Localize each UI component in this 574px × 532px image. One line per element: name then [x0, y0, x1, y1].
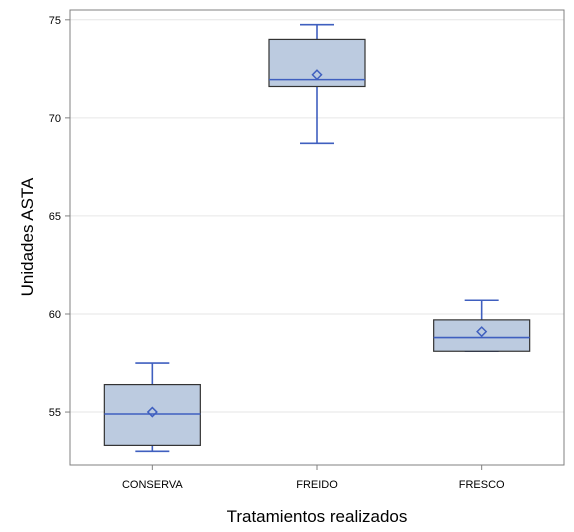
y-tick-label-70: 70 — [49, 113, 61, 125]
mean-marker-freido — [311, 69, 323, 81]
x-tick-label-freido: FREIDO — [296, 479, 338, 491]
y-tick-label-60: 60 — [49, 309, 61, 321]
x-tick-label-conserva: CONSERVA — [122, 479, 183, 491]
box-conserva — [103, 362, 201, 453]
boxes — [103, 23, 531, 453]
y-axis-title: Unidades ASTA — [18, 177, 37, 296]
y-tick-label-75: 75 — [49, 15, 61, 27]
y-tick-label-55: 55 — [49, 407, 61, 419]
mean-marker-conserva — [146, 406, 158, 418]
box-freido — [268, 23, 366, 145]
y-axis-ticks: 55 60 65 70 75 — [49, 15, 70, 419]
y-tick-label-65: 65 — [49, 211, 61, 223]
x-axis-ticks: CONSERVA FREIDO FRESCO — [122, 465, 505, 491]
iqr-box-conserva — [103, 383, 201, 446]
x-tick-label-fresco: FRESCO — [459, 479, 505, 491]
x-axis-title: Tratamientos realizados — [227, 507, 408, 526]
mean-marker-fresco — [476, 326, 488, 338]
box-fresco — [433, 299, 531, 353]
